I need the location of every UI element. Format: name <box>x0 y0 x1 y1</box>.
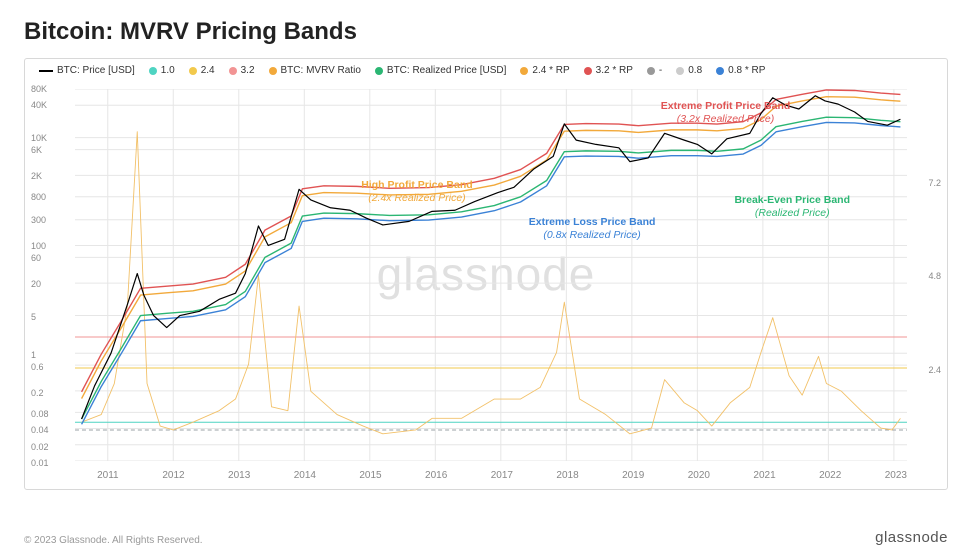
legend-swatch <box>229 67 237 75</box>
legend-label: 2.4 * RP <box>532 65 569 76</box>
y-left-tick: 300 <box>31 215 46 225</box>
legend-swatch <box>716 67 724 75</box>
y-left-tick: 0.01 <box>31 458 49 468</box>
y-left-tick: 2K <box>31 171 42 181</box>
legend-label: 3.2 * RP <box>596 65 633 76</box>
y-left-tick: 80K <box>31 84 47 94</box>
x-tick: 2020 <box>688 470 710 481</box>
legend-swatch <box>375 67 383 75</box>
y-left-tick: 6K <box>31 145 42 155</box>
y-left-tick: 40K <box>31 100 47 110</box>
x-tick: 2011 <box>97 470 119 481</box>
legend-label: - <box>659 65 662 76</box>
x-tick: 2013 <box>228 470 250 481</box>
legend: BTC: Price [USD] 1.0 2.4 3.2 BTC: MVRV Ratio… <box>39 65 933 76</box>
y-left-tick: 20 <box>31 279 41 289</box>
legend-label: BTC: Realized Price [USD] <box>387 65 506 76</box>
legend-swatch <box>189 67 197 75</box>
legend-label: 0.8 <box>688 65 702 76</box>
x-tick: 2017 <box>491 470 513 481</box>
legend-item: 0.8 <box>676 65 702 76</box>
x-tick: 2018 <box>556 470 578 481</box>
legend-label: 1.0 <box>161 65 175 76</box>
x-tick: 2021 <box>753 470 775 481</box>
legend-label: 2.4 <box>201 65 215 76</box>
y-left-tick: 60 <box>31 253 41 263</box>
x-tick: 2014 <box>294 470 316 481</box>
legend-label: BTC: MVRV Ratio <box>281 65 361 76</box>
legend-item: 3.2 <box>229 65 255 76</box>
x-tick: 2012 <box>162 470 184 481</box>
plot-svg <box>75 89 907 461</box>
legend-item: BTC: Price [USD] <box>39 65 135 76</box>
y-left-tick: 0.04 <box>31 425 49 435</box>
copyright: © 2023 Glassnode. All Rights Reserved. <box>24 535 203 546</box>
x-tick: 2016 <box>425 470 447 481</box>
chart-container: BTC: Price [USD] 1.0 2.4 3.2 BTC: MVRV Ratio… <box>24 58 948 490</box>
y-left-tick: 5 <box>31 312 36 322</box>
y-right-tick: 7.2 <box>928 178 941 188</box>
legend-swatch <box>584 67 592 75</box>
y-left-tick: 1 <box>31 350 36 360</box>
y-left-tick: 100 <box>31 241 46 251</box>
plot-area <box>75 89 907 461</box>
legend-swatch <box>269 67 277 75</box>
y-right-tick: 2.4 <box>928 365 941 375</box>
x-tick: 2019 <box>622 470 644 481</box>
y-left-tick: 800 <box>31 192 46 202</box>
x-tick: 2023 <box>885 470 907 481</box>
chart-title: Bitcoin: MVRV Pricing Bands <box>24 18 948 46</box>
y-left-tick: 0.6 <box>31 362 44 372</box>
legend-item: 0.8 * RP <box>716 65 765 76</box>
legend-swatch <box>676 67 684 75</box>
legend-item: - <box>647 65 662 76</box>
legend-label: 0.8 * RP <box>728 65 765 76</box>
footer: © 2023 Glassnode. All Rights Reserved. g… <box>24 529 948 546</box>
legend-swatch <box>520 67 528 75</box>
legend-item: 2.4 <box>189 65 215 76</box>
page: Bitcoin: MVRV Pricing Bands BTC: Price [… <box>0 0 972 560</box>
legend-item: 3.2 * RP <box>584 65 633 76</box>
legend-swatch <box>647 67 655 75</box>
legend-item: 1.0 <box>149 65 175 76</box>
legend-item: BTC: MVRV Ratio <box>269 65 361 76</box>
legend-item: 2.4 * RP <box>520 65 569 76</box>
legend-item: BTC: Realized Price [USD] <box>375 65 506 76</box>
y-left-tick: 0.2 <box>31 388 44 398</box>
x-tick: 2022 <box>819 470 841 481</box>
legend-label: 3.2 <box>241 65 255 76</box>
legend-swatch <box>149 67 157 75</box>
x-tick: 2015 <box>359 470 381 481</box>
y-left-tick: 0.08 <box>31 409 49 419</box>
legend-swatch <box>39 70 53 72</box>
y-left-tick: 10K <box>31 133 47 143</box>
brand-logo: glassnode <box>875 529 948 546</box>
legend-label: BTC: Price [USD] <box>57 65 135 76</box>
y-left-tick: 0.02 <box>31 442 49 452</box>
y-right-tick: 4.8 <box>928 271 941 281</box>
